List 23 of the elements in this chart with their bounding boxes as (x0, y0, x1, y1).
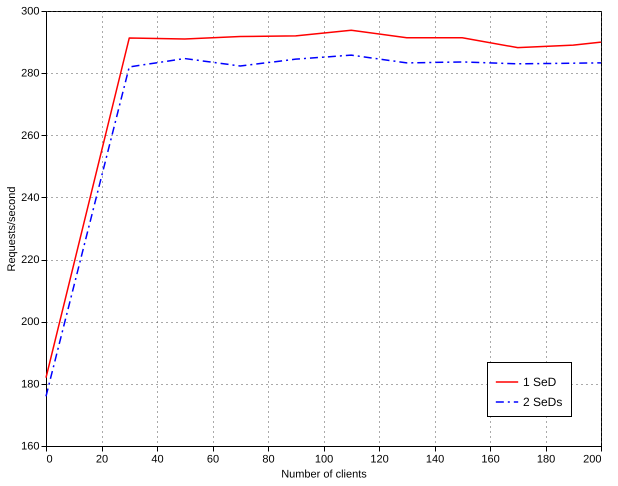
y-tick-label: 280 (21, 68, 40, 80)
x-tick-label: 120 (370, 454, 389, 466)
x-tick-label: 180 (536, 454, 556, 466)
y-tick-label: 300 (21, 6, 40, 18)
y-axis-title: Requests/second (6, 186, 18, 272)
x-tick-label: 0 (46, 454, 53, 466)
x-tick-label: 160 (481, 454, 500, 466)
legend-label: 1 SeD (523, 375, 557, 389)
x-tick-label: 60 (206, 454, 220, 466)
x-tick-label: 20 (96, 454, 108, 466)
y-tick-label: 180 (21, 378, 40, 390)
y-tick-label: 240 (21, 192, 40, 204)
legend-label: 2 SeDs (523, 395, 562, 409)
x-tick-label: 40 (151, 454, 164, 466)
y-tick-label: 260 (21, 130, 40, 142)
y-tick-label: 220 (21, 254, 40, 266)
x-tick-label: 80 (262, 454, 275, 466)
x-tick-label: 140 (426, 454, 444, 466)
y-tick-label: 160 (21, 440, 40, 452)
x-axis-title: Number of clients (281, 468, 368, 480)
y-tick-label: 200 (21, 316, 40, 328)
x-tick-label: 100 (314, 454, 334, 466)
x-tick-label: 200 (583, 454, 602, 466)
